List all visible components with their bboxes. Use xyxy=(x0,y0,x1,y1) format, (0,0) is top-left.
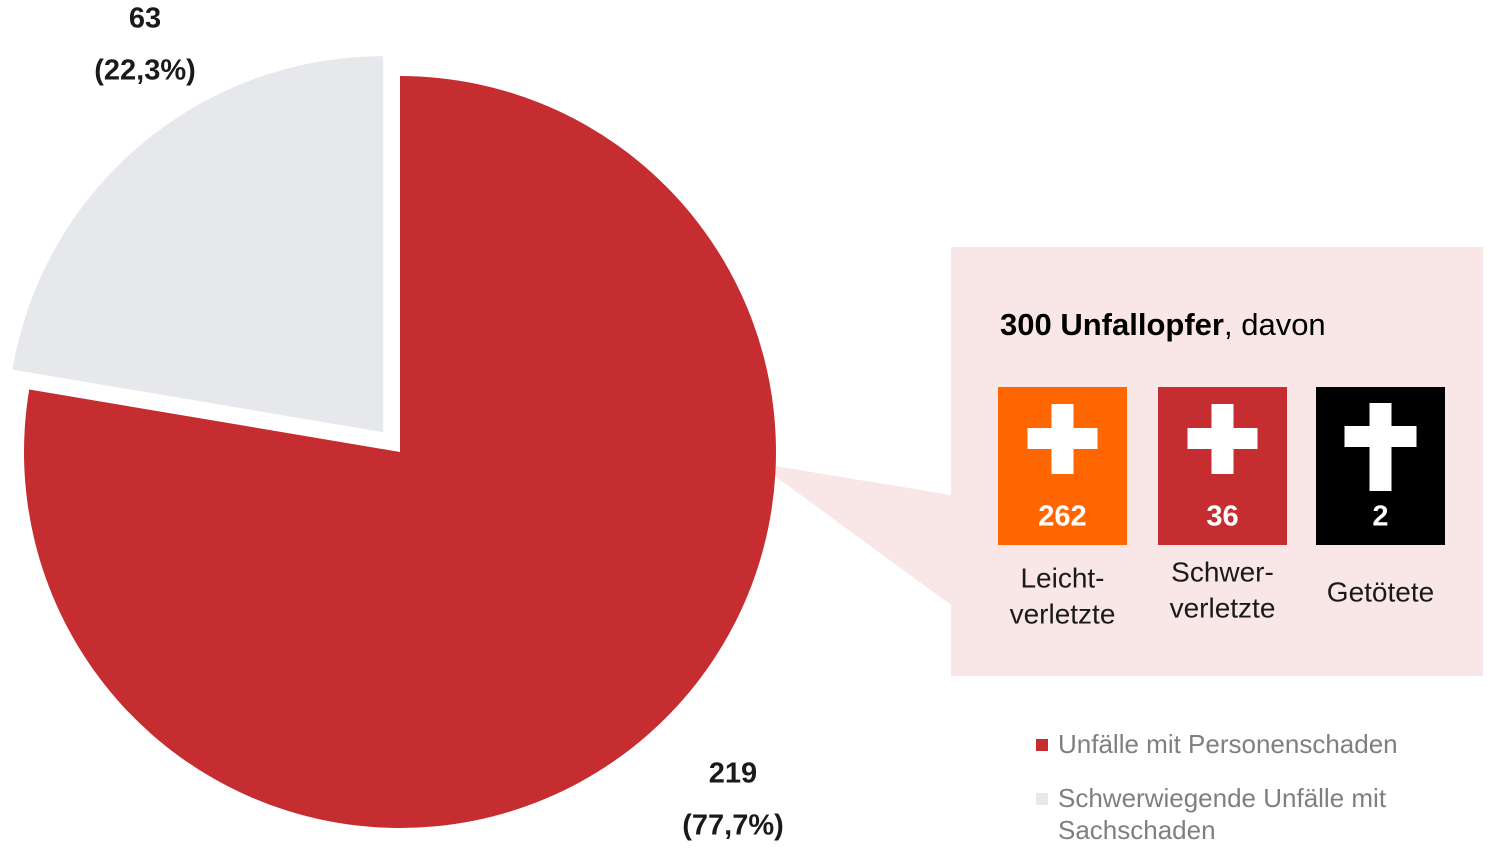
victim-count: 262 xyxy=(1038,501,1086,533)
victim-label: Schwer- xyxy=(1171,556,1274,587)
pie-slice xyxy=(12,56,384,433)
callout-suffix: , davon xyxy=(1224,307,1326,342)
slice-value-label: 63 xyxy=(129,3,161,35)
cross-horizontal xyxy=(1344,426,1417,447)
slice-percent-label: (22,3%) xyxy=(94,55,196,87)
legend-item: Schwerwiegende Unfälle mit Sachschaden xyxy=(1036,782,1486,846)
cross-horizontal xyxy=(1027,428,1098,449)
victim-label: Leicht- xyxy=(1020,562,1104,593)
cross-horizontal xyxy=(1187,428,1258,449)
victim-count: 36 xyxy=(1206,501,1238,533)
callout-title-text: Unfallopfer xyxy=(1060,307,1224,342)
slice-percent-label: (77,7%) xyxy=(682,810,784,842)
legend-swatch xyxy=(1036,739,1048,751)
legend-label: Schwerwiegende Unfälle mit Sachschaden xyxy=(1058,783,1387,845)
victim-label: Getötete xyxy=(1327,576,1434,607)
legend-item: Unfälle mit Personenschaden xyxy=(1036,728,1486,760)
callout-title: 300 Unfallopfer, davon xyxy=(1000,307,1326,342)
victim-count: 2 xyxy=(1372,501,1388,533)
victim-label: verletzte xyxy=(1010,598,1116,629)
legend: Unfälle mit Personenschaden Schwerwiegend… xyxy=(1036,728,1486,862)
pie-slice xyxy=(23,76,776,828)
slice-value-label: 219 xyxy=(709,758,757,790)
legend-swatch xyxy=(1036,793,1048,805)
victim-label: verletzte xyxy=(1170,592,1276,623)
callout-total: 300 xyxy=(1000,307,1052,342)
callout-pointer xyxy=(757,463,951,605)
legend-label: Unfälle mit Personenschaden xyxy=(1058,729,1398,759)
